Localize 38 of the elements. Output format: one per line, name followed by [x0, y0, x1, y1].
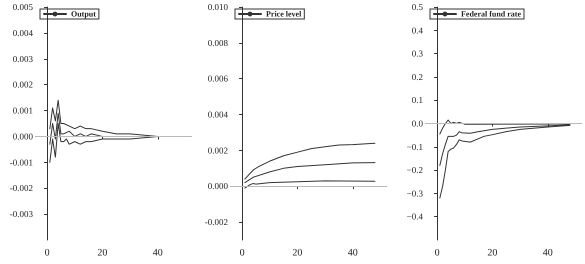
y-tick-label: 0.006 [208, 74, 228, 84]
x-tick-label: 0 [44, 248, 50, 258]
y-tick-label: 0.0 [412, 118, 424, 128]
x-tick-label: 40 [152, 248, 163, 258]
y-tick-label: 0.002 [208, 145, 228, 156]
legend-label: Price level [266, 10, 302, 18]
y-tick-label: 0.004 [12, 28, 34, 38]
y-tick-label: 0.4 [412, 25, 424, 36]
y-tick-label: -0.003 [10, 209, 34, 220]
y-tick-label: 0.3 [412, 48, 424, 59]
y-tick-label: 0.001 [12, 106, 33, 116]
legend-label: Output [71, 10, 96, 18]
y-tick-label: 0.010 [208, 2, 228, 12]
y-tick-label: −0.1 [406, 142, 423, 152]
x-tick-label: 40 [542, 248, 553, 258]
x-tick-label: 40 [348, 248, 358, 258]
y-tick-label: 0.005 [12, 2, 34, 12]
y-tick-label: -0.002 [204, 217, 228, 228]
y-tick-label: -0.002 [10, 183, 33, 194]
y-tick-label: 0.003 [12, 54, 34, 64]
y-tick-label: 0.2 [412, 72, 423, 82]
x-tick-label: 0 [434, 248, 440, 258]
x-tick-label: 0 [240, 248, 245, 258]
y-tick-label: −0.4 [406, 212, 424, 222]
y-tick-label: 0.008 [208, 38, 228, 48]
x-tick-label: 20 [292, 248, 302, 258]
y-tick-label: 0.004 [208, 110, 228, 120]
x-tick-label: 20 [487, 248, 498, 258]
y-tick-label: −0.3 [406, 188, 424, 198]
y-tick-label: -0.001 [10, 157, 33, 168]
y-tick-label: 0.5 [412, 2, 424, 12]
y-tick-label: 0.000 [208, 181, 228, 192]
y-tick-label: −0.2 [406, 165, 423, 176]
x-tick-label: 20 [97, 248, 108, 258]
y-tick-label: 0.000 [12, 131, 34, 142]
y-tick-label: 0.002 [12, 80, 33, 90]
legend-label: Federal fund rate [461, 10, 522, 18]
y-tick-label: 0.1 [412, 95, 423, 106]
